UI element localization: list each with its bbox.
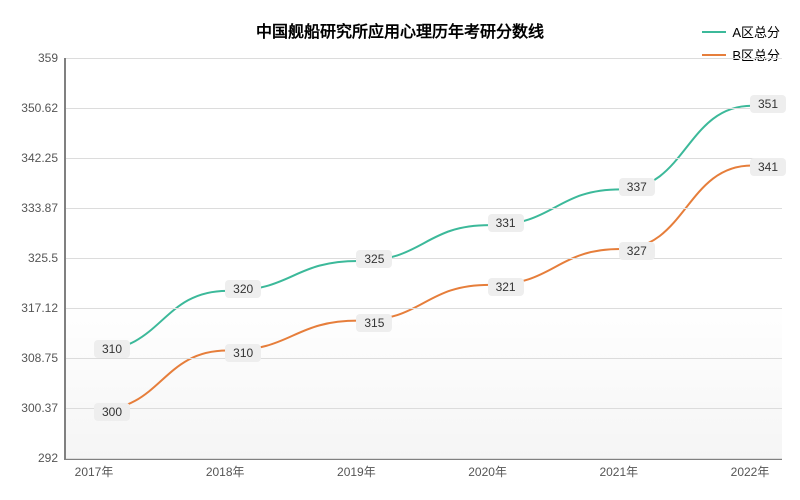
y-axis-label: 350.62 [21,101,58,115]
y-axis-label: 359 [38,51,58,65]
y-axis-label: 292 [38,451,58,465]
y-axis-label: 300.37 [21,401,58,415]
gridline [66,208,782,209]
legend-swatch-a [702,31,726,33]
y-axis-label: 342.25 [21,151,58,165]
series-line [96,106,752,351]
legend-label-a: A区总分 [732,22,780,41]
chart-container: 中国舰船研究所应用心理历年考研分数线 A区总分 B区总分 292300.3730… [0,0,800,500]
series-line [96,165,752,410]
gridline [66,58,782,59]
gridline [66,108,782,109]
plot-area [64,58,782,460]
gridline [66,458,782,459]
gridline [66,158,782,159]
data-label: 331 [488,214,524,232]
data-label: 320 [225,280,261,298]
y-axis-label: 317.12 [21,301,58,315]
data-label: 300 [94,403,130,421]
y-axis-label: 333.87 [21,201,58,215]
x-axis-label: 2018年 [206,463,245,480]
gridline [66,358,782,359]
legend-item-a: A区总分 [702,22,780,41]
x-axis-label: 2017年 [75,463,114,480]
data-label: 321 [488,278,524,296]
x-axis-label: 2020年 [468,463,507,480]
gridline [66,408,782,409]
gridline [66,308,782,309]
y-axis-label: 325.5 [28,251,58,265]
legend-swatch-b [702,54,726,56]
data-label: 310 [94,340,130,358]
data-label: 337 [619,178,655,196]
x-axis-label: 2022年 [731,463,770,480]
x-axis-label: 2019年 [337,463,376,480]
x-axis-label: 2021年 [599,463,638,480]
y-axis-label: 308.75 [21,351,58,365]
data-label: 341 [750,158,786,176]
data-label: 351 [750,95,786,113]
chart-title: 中国舰船研究所应用心理历年考研分数线 [256,18,544,42]
data-label: 310 [225,344,261,362]
data-label: 315 [356,314,392,332]
gridline [66,258,782,259]
data-label: 327 [619,242,655,260]
data-label: 325 [356,250,392,268]
